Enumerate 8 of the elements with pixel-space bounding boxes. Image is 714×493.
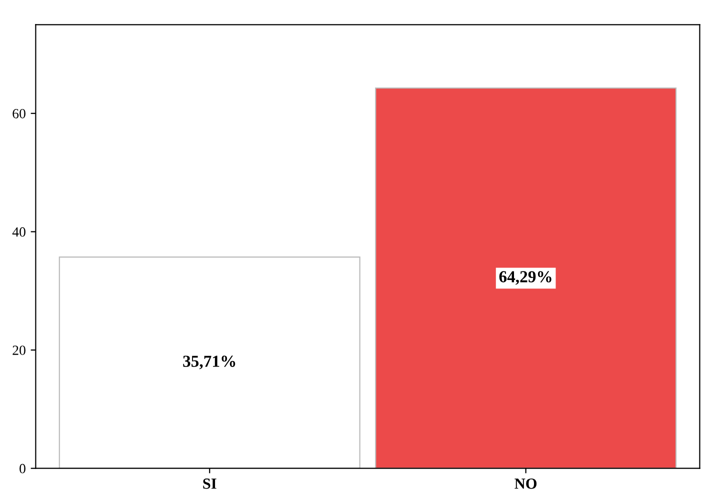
data-label: 64,29%: [499, 271, 552, 285]
x-tick-label: SI: [203, 478, 216, 489]
data-label: 35,71%: [183, 356, 236, 370]
y-tick-label: 60: [12, 108, 26, 118]
y-tick-label: 40: [12, 227, 26, 237]
y-tick-label: 20: [12, 346, 26, 355]
x-tick-label: NO: [514, 478, 537, 489]
y-tick-label: 0: [20, 464, 26, 474]
